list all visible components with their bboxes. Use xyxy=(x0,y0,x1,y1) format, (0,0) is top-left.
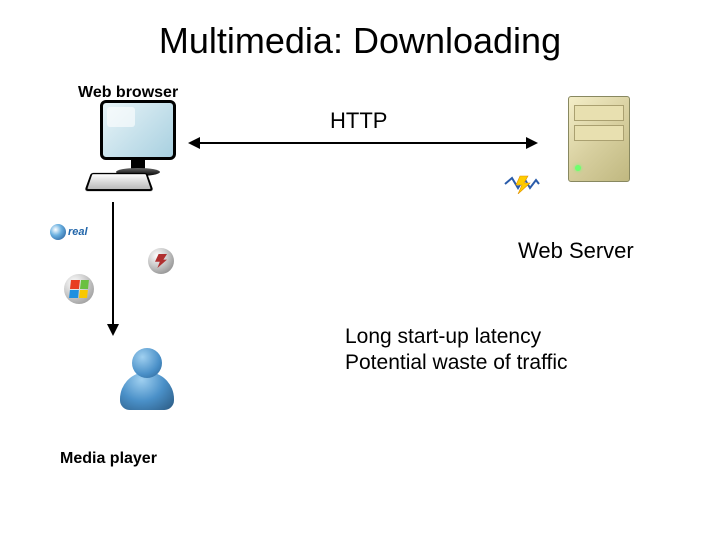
http-double-arrow xyxy=(198,142,528,144)
user-icon xyxy=(120,348,174,410)
http-label: HTTP xyxy=(330,108,387,134)
bullet-line-2: Potential waste of traffic xyxy=(345,350,568,376)
slide: Multimedia: Downloading Web browser HTTP… xyxy=(0,0,720,540)
server-icon xyxy=(568,96,630,182)
monitor-screen xyxy=(100,100,176,160)
server-led-icon xyxy=(575,165,581,171)
slide-title: Multimedia: Downloading xyxy=(0,20,720,62)
windows-flag-icon xyxy=(69,280,89,298)
user-head xyxy=(132,348,162,378)
server-body xyxy=(568,96,630,182)
flash-f-icon xyxy=(155,254,167,268)
flash-logo-icon xyxy=(148,248,174,274)
real-globe-icon xyxy=(50,224,66,240)
download-arrow xyxy=(112,202,114,326)
computer-monitor-icon xyxy=(100,100,176,176)
bullet-line-1: Long start-up latency xyxy=(345,324,568,350)
web-server-label: Web Server xyxy=(518,238,634,264)
lightning-icon xyxy=(504,174,540,194)
windows-logo-icon xyxy=(64,274,94,304)
bullet-list: Long start-up latency Potential waste of… xyxy=(345,324,568,377)
media-player-label: Media player xyxy=(60,450,157,468)
keyboard-icon xyxy=(84,173,153,191)
realplayer-logo-icon: real xyxy=(50,224,88,240)
